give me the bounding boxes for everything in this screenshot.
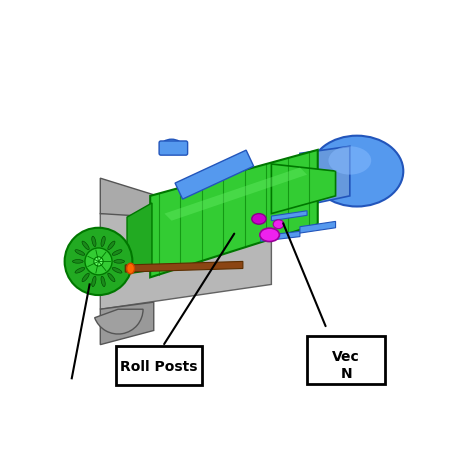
- Text: Roll Posts: Roll Posts: [120, 359, 197, 373]
- Circle shape: [85, 248, 112, 275]
- FancyBboxPatch shape: [159, 142, 187, 156]
- Ellipse shape: [107, 241, 115, 250]
- Ellipse shape: [310, 136, 403, 207]
- Polygon shape: [164, 168, 307, 221]
- Ellipse shape: [92, 237, 96, 247]
- Polygon shape: [127, 203, 151, 274]
- Polygon shape: [100, 302, 153, 345]
- Ellipse shape: [113, 260, 124, 263]
- Polygon shape: [299, 147, 349, 207]
- Polygon shape: [150, 151, 317, 278]
- Text: Vec: Vec: [332, 349, 359, 363]
- Polygon shape: [271, 211, 307, 221]
- Polygon shape: [100, 203, 271, 309]
- Ellipse shape: [82, 241, 89, 250]
- Wedge shape: [95, 309, 143, 334]
- Polygon shape: [175, 151, 253, 200]
- Ellipse shape: [112, 250, 122, 256]
- Circle shape: [94, 257, 103, 266]
- Polygon shape: [260, 232, 299, 242]
- Text: N: N: [340, 366, 351, 380]
- Polygon shape: [125, 262, 242, 273]
- Polygon shape: [100, 179, 157, 218]
- Ellipse shape: [259, 229, 279, 242]
- Ellipse shape: [75, 250, 84, 256]
- Ellipse shape: [101, 237, 105, 247]
- Ellipse shape: [328, 147, 370, 175]
- Ellipse shape: [112, 268, 122, 274]
- Ellipse shape: [126, 263, 134, 274]
- Polygon shape: [271, 165, 335, 214]
- Ellipse shape: [101, 277, 105, 287]
- FancyBboxPatch shape: [307, 336, 385, 384]
- Ellipse shape: [273, 220, 283, 229]
- Ellipse shape: [82, 274, 89, 282]
- Ellipse shape: [92, 277, 96, 287]
- Polygon shape: [299, 222, 335, 234]
- FancyBboxPatch shape: [116, 347, 202, 386]
- Ellipse shape: [75, 268, 84, 274]
- Ellipse shape: [107, 274, 115, 282]
- Ellipse shape: [161, 140, 182, 154]
- Ellipse shape: [251, 214, 265, 225]
- Ellipse shape: [73, 260, 83, 263]
- Circle shape: [64, 228, 132, 296]
